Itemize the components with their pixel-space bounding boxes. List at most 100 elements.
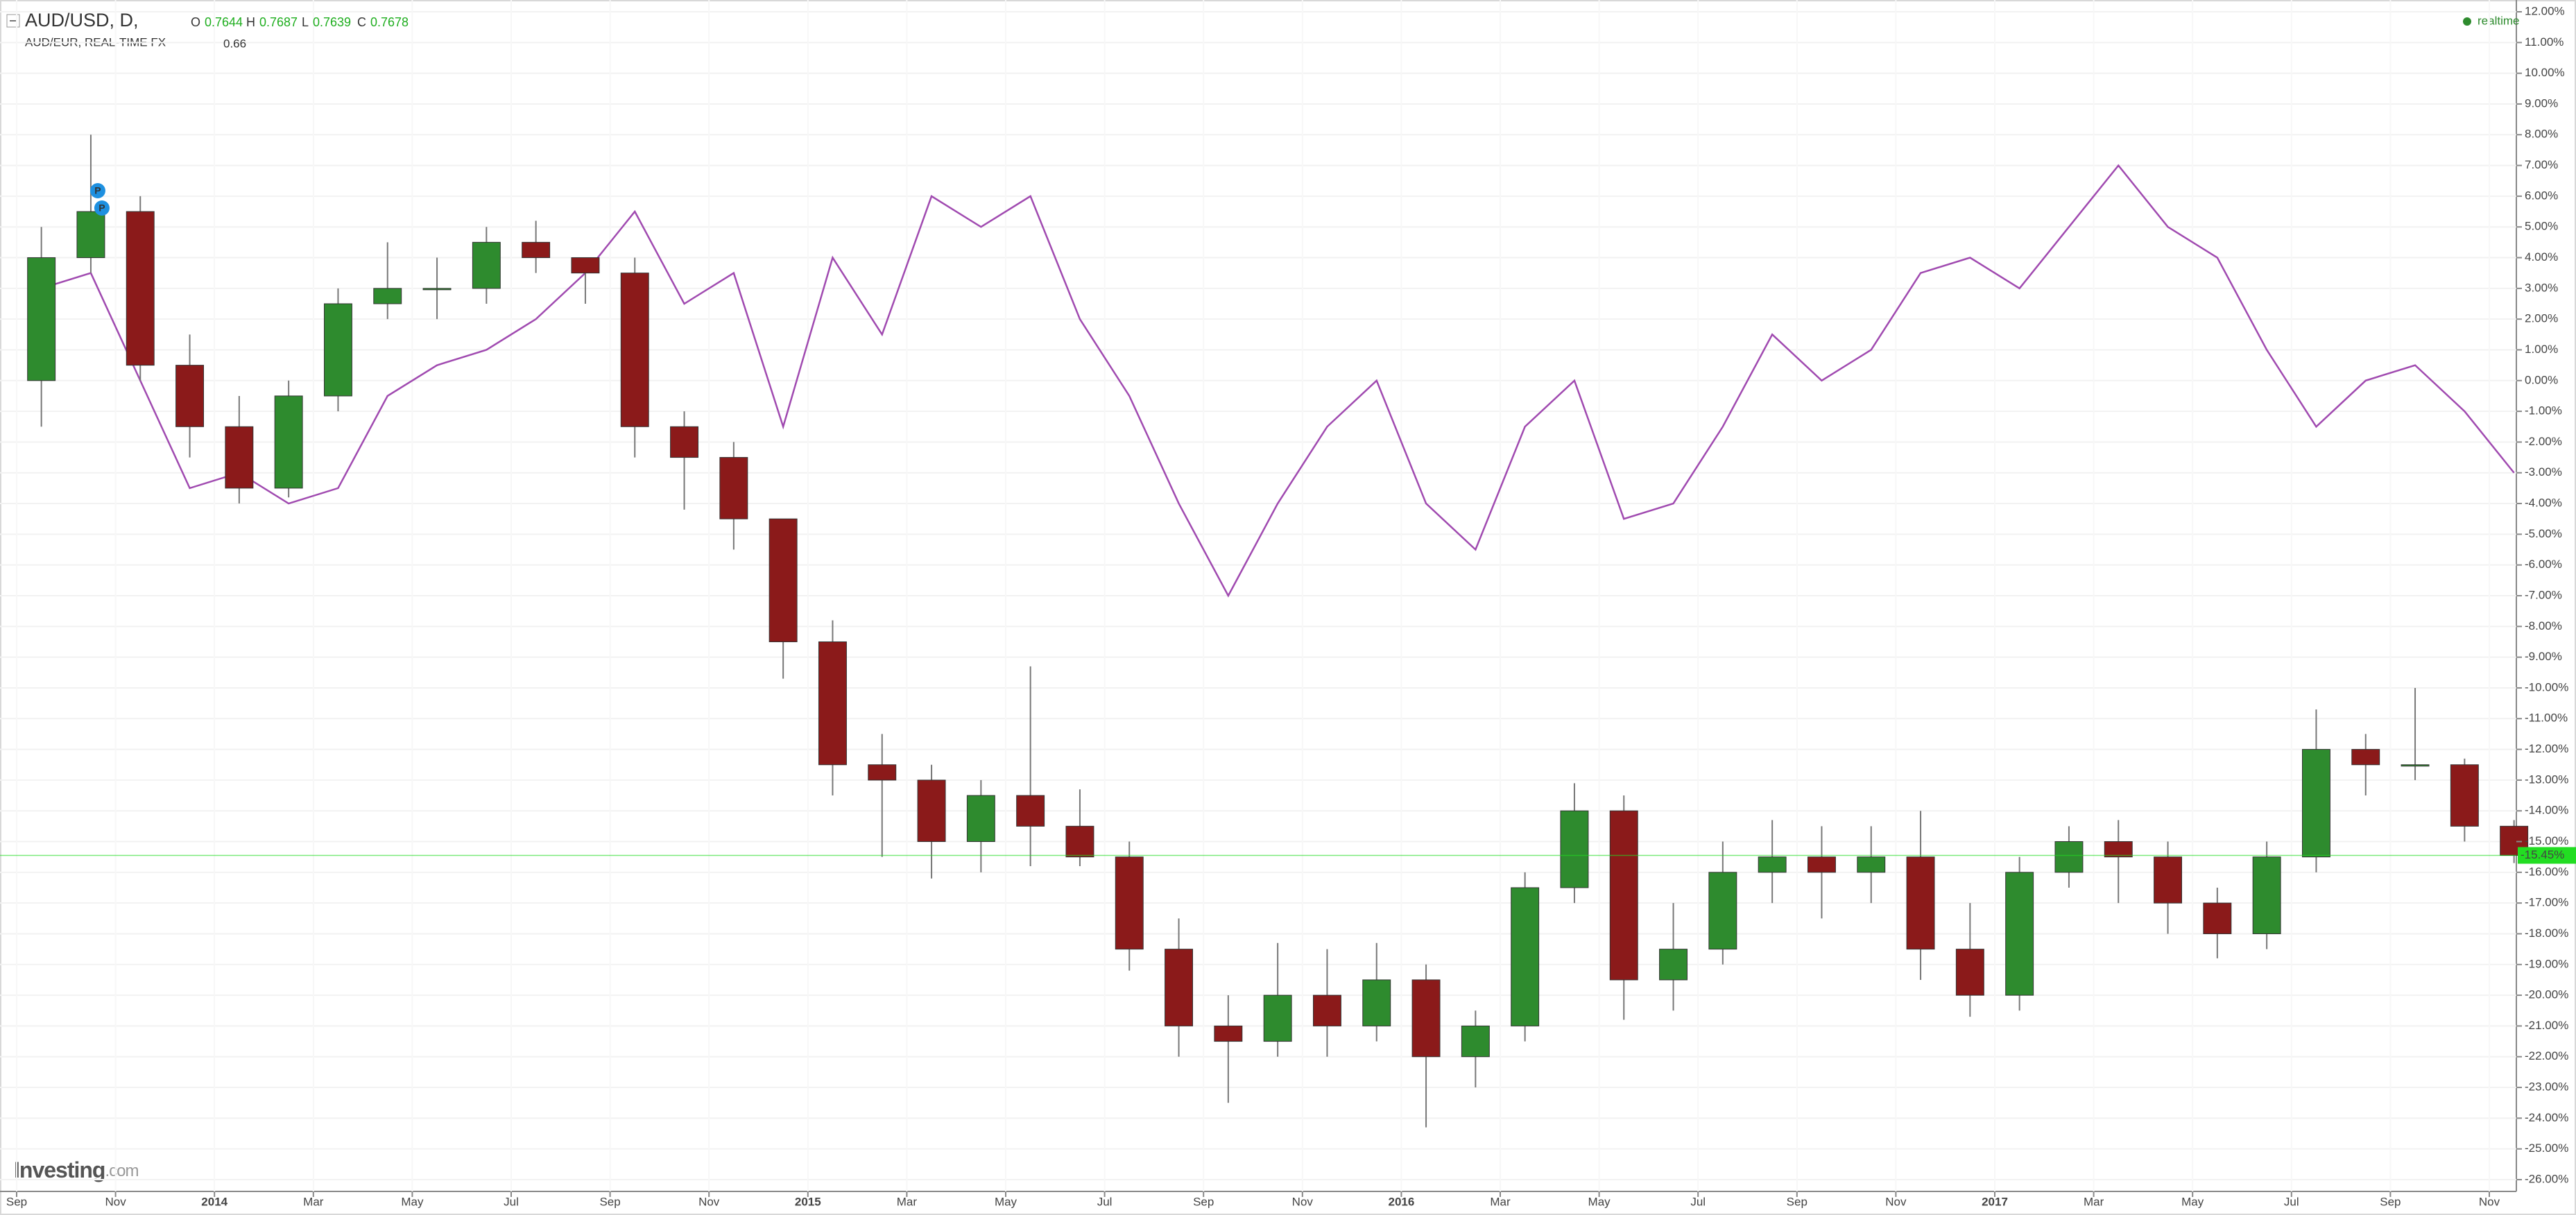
compare-quote: 0.66 (223, 37, 246, 50)
y-tick-label: -8.00% (2525, 619, 2562, 632)
candle-body (1165, 949, 1194, 1026)
x-tick-label: Mar (1490, 1195, 1511, 1208)
grid (0, 11, 2516, 1180)
y-tick-label: -5.00% (2525, 527, 2562, 540)
y-tick-label: 7.00% (2525, 158, 2558, 171)
candle-body (1214, 1025, 1243, 1042)
quote-key: C (357, 15, 366, 29)
y-tick-label: 11.00% (2525, 35, 2564, 49)
y-tick-label: 8.00% (2525, 128, 2558, 141)
candle-body (917, 779, 946, 843)
y-tick-label: -17.00% (2525, 896, 2568, 909)
y-tick-label: -2.00% (2525, 435, 2562, 448)
x-tick-label: 2017 (1982, 1195, 2008, 1208)
candle-body (1411, 979, 1441, 1058)
candle-body (323, 303, 352, 397)
x-tick-label: Sep (1193, 1195, 1214, 1208)
candle-body (2450, 764, 2479, 827)
candle-body (373, 288, 402, 304)
quote: O 0.7644 (191, 15, 243, 29)
y-tick-label: 10.00% (2525, 66, 2565, 79)
candle-body (1263, 994, 1292, 1042)
candle-body (1065, 825, 1094, 858)
main-symbol: AUD/USD, D, (25, 10, 139, 31)
y-tick-label: 5.00% (2525, 220, 2558, 233)
y-tick-label: -10.00% (2525, 680, 2568, 693)
y-tick-label: -18.00% (2525, 927, 2568, 940)
x-tick-label: Sep (599, 1195, 620, 1208)
candle-body (27, 257, 56, 381)
x-tick-label: 2014 (201, 1195, 227, 1208)
y-tick-label: -24.00% (2525, 1111, 2568, 1124)
quote: H 0.7687 (246, 15, 298, 29)
y-tick-label: -3.00% (2525, 465, 2562, 479)
candle-body (1659, 949, 1688, 981)
candle-body (966, 795, 995, 843)
candle-body (2104, 841, 2133, 858)
candle-body (1461, 1025, 1490, 1058)
candle-body (76, 211, 105, 259)
x-tick-label: Nov (1292, 1195, 1314, 1208)
candle-body (1560, 810, 1589, 888)
y-tick-label: -19.00% (2525, 957, 2568, 970)
x-tick-label: Mar (2084, 1195, 2104, 1208)
watermark: Investing.com (14, 1157, 138, 1182)
y-tick-label: 1.00% (2525, 343, 2558, 356)
candle-body (2005, 872, 2034, 996)
candle-body (768, 518, 798, 642)
x-tick-label: Jul (1097, 1195, 1113, 1208)
line-series (41, 164, 2515, 598)
x-tick-label: Sep (1787, 1195, 1808, 1208)
x-tick-label: Nov (2479, 1195, 2500, 1208)
quote: L 0.7639 (302, 15, 351, 29)
candle-body (225, 426, 254, 489)
candle-body (1807, 856, 1836, 873)
event-marker[interactable] (89, 183, 105, 198)
y-tick-label: -21.00% (2525, 1019, 2568, 1032)
candle-body (1362, 979, 1391, 1026)
candle-body (422, 288, 452, 291)
candle-body (1857, 856, 1886, 873)
y-tick-label: -7.00% (2525, 588, 2562, 601)
status: realtime (2478, 14, 2519, 27)
candle-body (571, 257, 600, 274)
y-tick-label: 12.00% (2525, 4, 2565, 17)
status-dot (2463, 17, 2471, 26)
candle-body (2154, 856, 2183, 904)
candle-body (1115, 856, 1144, 950)
y-tick-label: -22.00% (2525, 1049, 2568, 1062)
y-tick-label: -16.00% (2525, 865, 2568, 878)
y-tick-label: 4.00% (2525, 250, 2558, 264)
x-tick-label: Mar (897, 1195, 918, 1208)
candle-body (1609, 810, 1638, 981)
x-tick-label: May (995, 1195, 1017, 1208)
candle-body (1708, 872, 1737, 950)
x-tick-label: 2015 (795, 1195, 821, 1208)
quote-value: 0.7644 (205, 15, 243, 29)
watermark-brand: Investing (14, 1157, 105, 1182)
quote-key: L (302, 15, 309, 29)
quote-value: 0.7687 (259, 15, 298, 29)
quote-key: O (191, 15, 200, 29)
y-tick-label: 0.00% (2525, 373, 2558, 386)
x-tick-label: Jul (2284, 1195, 2299, 1208)
candle-body (1016, 795, 1045, 827)
candle-body (274, 395, 303, 489)
y-tick-label: -26.00% (2525, 1172, 2568, 1185)
candle-body (719, 457, 748, 519)
event-marker[interactable] (94, 200, 110, 216)
candle-body (1906, 856, 1935, 950)
quote: C 0.7678 (357, 15, 409, 29)
y-tick-label: -15.00% (2525, 834, 2568, 847)
candle-body (1955, 949, 1984, 996)
candle-body (2252, 856, 2281, 934)
event-marker-label: P (94, 185, 101, 196)
last-price-label: -15.45% (2521, 848, 2564, 861)
y-tick-label: -1.00% (2525, 404, 2562, 417)
x-tick-label: Jul (1690, 1195, 1706, 1208)
candle-body (2203, 902, 2232, 934)
x-tick-label: Nov (1885, 1195, 1907, 1208)
plot-data (0, 135, 2529, 1128)
